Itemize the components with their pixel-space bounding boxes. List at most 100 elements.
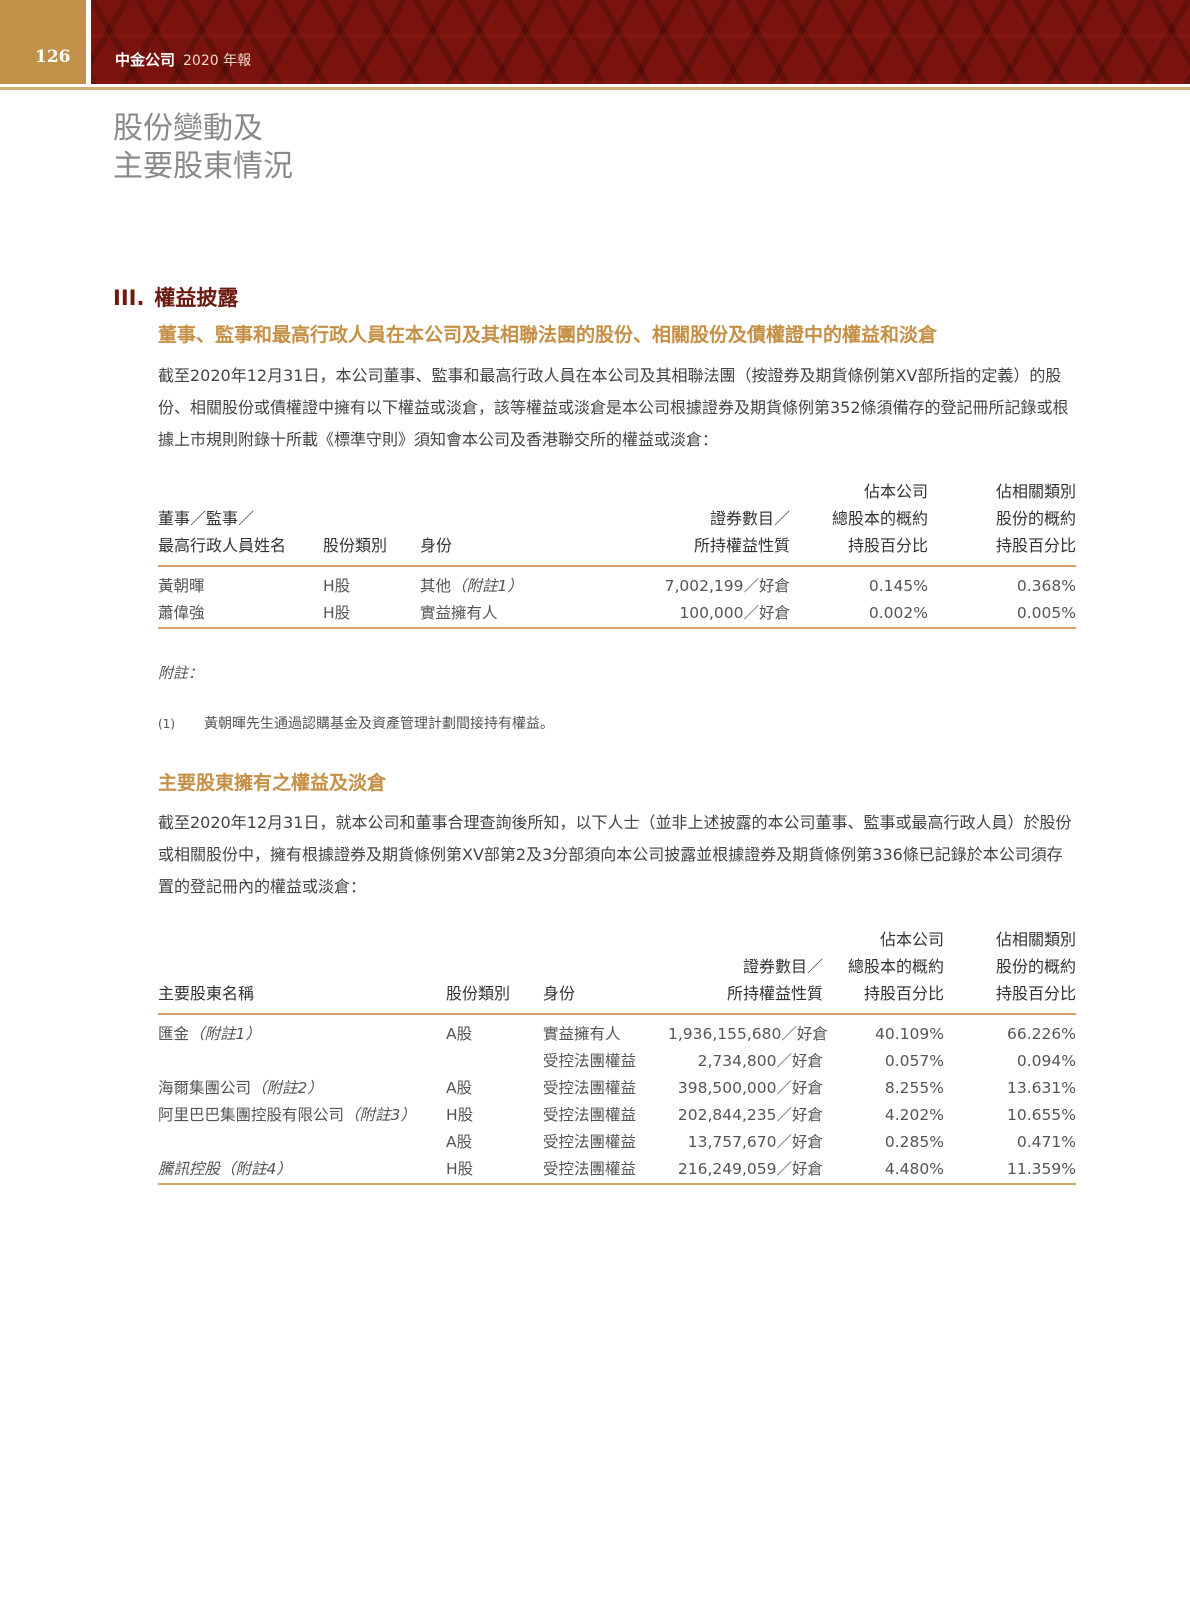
header-pct-class: 股份的概約	[995, 509, 1076, 528]
header-pct-class: 持股百分比	[995, 536, 1076, 555]
header-number: 所持權益性質	[726, 984, 823, 1003]
header-class: 股份類別	[446, 984, 511, 1003]
header-name: 主要股東名稱	[158, 984, 255, 1003]
header-number: 證券數目／	[742, 957, 823, 976]
table-row: A股 受控法團權益 13,757,670／好倉 0.285% 0.471%	[158, 1129, 1076, 1156]
cell-name	[158, 1129, 446, 1156]
header-rule	[0, 87, 1190, 90]
subheading-directors: 董事、監事和最高行政人員在本公司及其相聯法團的股份、相關股份及債權證中的權益和淡…	[158, 324, 938, 346]
cell-name: 黃朝暉	[158, 577, 205, 595]
paragraph-substantial-shareholders: 截至2020年12月31日，就本公司和董事合理查詢後所知，以下人士（並非上述披露…	[158, 813, 1072, 896]
name-text: 騰訊控股	[158, 1160, 221, 1178]
header-pct-class: 股份的概約	[995, 957, 1076, 976]
cell-class: A股	[446, 1133, 473, 1151]
cell-number: 13,757,670／好倉	[687, 1133, 823, 1151]
cell-number: 2,734,800／好倉	[697, 1052, 823, 1070]
cell-pct-class: 0.005%	[1016, 604, 1076, 622]
chapter-title-line: 主要股東情況	[113, 149, 293, 184]
cell-capacity: 受控法團權益	[543, 1052, 637, 1070]
cell-number: 1,936,155,680／好倉	[668, 1025, 828, 1043]
cell-name: 騰訊控股（附註4）	[158, 1156, 446, 1184]
chapter-title: 股份變動及 主要股東情況	[113, 110, 293, 186]
header-pct-class: 佔相關類別	[995, 482, 1076, 501]
header-pct-total: 總股本的概約	[831, 509, 928, 528]
cell-class: H股	[446, 1106, 474, 1124]
cell-name	[158, 1048, 446, 1075]
section-title: 權益披露	[154, 286, 239, 310]
header-pct-class: 佔相關類別	[995, 930, 1076, 949]
cell-pct-total: 0.285%	[884, 1133, 944, 1151]
report-name: 2020 年報	[183, 53, 252, 69]
header-pct-class: 持股百分比	[995, 984, 1076, 1003]
note-ref: （附註4）	[220, 1160, 292, 1178]
section-numeral: III.	[113, 286, 145, 310]
cell-name: 匯金（附註1）	[158, 1014, 446, 1048]
table-row: 受控法團權益 2,734,800／好倉 0.057% 0.094%	[158, 1048, 1076, 1075]
chapter-title-line: 股份變動及	[113, 111, 263, 146]
cell-number: 202,844,235／好倉	[677, 1106, 823, 1124]
cell-name: 蕭偉強	[158, 604, 205, 622]
cell-number: 216,249,059／好倉	[677, 1160, 823, 1178]
cell-capacity: 受控法團權益	[543, 1079, 637, 1097]
table-row: 騰訊控股（附註4） H股 受控法團權益 216,249,059／好倉 4.480% 11.…	[158, 1156, 1076, 1184]
paragraph-directors: 截至2020年12月31日，本公司董事、監事和最高行政人員在本公司及其相聯法團（…	[158, 366, 1069, 449]
header-class: 股份類別	[323, 536, 388, 555]
note-ref: （附註1）	[189, 1025, 261, 1043]
cell-name: 阿里巴巴集團控股有限公司（附註3）	[158, 1102, 446, 1129]
cell-pct-class: 10.655%	[1007, 1106, 1076, 1124]
table-row: 阿里巴巴集團控股有限公司（附註3） H股 受控法團權益 202,844,235／好倉 4…	[158, 1102, 1076, 1129]
cell-number: 7,002,199／好倉	[664, 577, 790, 595]
cell-capacity: 實益擁有人	[543, 1025, 621, 1043]
table-row: 黃朝暉 H股 其他（附註1） 7,002,199／好倉 0.145% 0.368%	[158, 566, 1076, 600]
cell-pct-total: 0.057%	[884, 1052, 944, 1070]
note-ref: （附註3）	[344, 1106, 416, 1124]
cell-class: H股	[323, 577, 351, 595]
page-number-box: 126	[0, 0, 86, 84]
note-ref: （附註2）	[251, 1079, 323, 1097]
cell-pct-total: 4.202%	[884, 1106, 944, 1124]
cell-capacity: 其他（附註1）	[420, 566, 620, 600]
footnote-number: (1)	[158, 717, 175, 731]
cell-pct-total: 4.480%	[884, 1160, 944, 1178]
cell-capacity: 受控法團權益	[543, 1160, 637, 1178]
header-pct-total: 持股百分比	[863, 984, 944, 1003]
name-text: 阿里巴巴集團控股有限公司	[158, 1106, 345, 1124]
header-name: 董事／監事／	[158, 509, 255, 528]
footnote: (1) 黃朝暉先生通過認購基金及資產管理計劃間接持有權益。	[158, 713, 554, 733]
cell-pct-total: 40.109%	[875, 1025, 944, 1043]
cell-pct-class: 11.359%	[1007, 1160, 1076, 1178]
name-text: 匯金	[158, 1025, 190, 1043]
table-row: 匯金（附註1） A股 實益擁有人 1,936,155,680／好倉 40.109% 66.…	[158, 1014, 1076, 1048]
company-name: 中金公司	[115, 51, 176, 69]
substantial-shareholders-table: 佔本公司 佔相關類別 證券數目／ 總股本的概約 股份的概約 主要股東名稱 股份類別 身份 所…	[158, 926, 1076, 1185]
header-pct-total: 佔本公司	[879, 930, 944, 949]
header-pct-total: 持股百分比	[847, 536, 928, 555]
notes-label: 附註：	[158, 664, 204, 682]
cell-pct-class: 0.368%	[1016, 577, 1076, 595]
cell-class: H股	[446, 1160, 474, 1178]
cell-capacity: 受控法團權益	[543, 1133, 637, 1151]
cell-pct-class: 0.471%	[1016, 1133, 1076, 1151]
header-pct-total: 佔本公司	[863, 482, 928, 501]
capacity-text: 實益擁有人	[420, 604, 498, 622]
cell-class: H股	[323, 604, 351, 622]
footnote-text: 黃朝暉先生通過認購基金及資產管理計劃間接持有權益。	[204, 716, 554, 732]
header-number: 所持權益性質	[693, 536, 790, 555]
cell-pct-total: 8.255%	[884, 1079, 944, 1097]
header-name: 最高行政人員姓名	[158, 536, 287, 555]
cell-pct-class: 66.226%	[1007, 1025, 1076, 1043]
header-capacity: 身份	[543, 984, 576, 1003]
cell-name: 海爾集團公司（附註2）	[158, 1075, 446, 1102]
cell-capacity: 實益擁有人	[420, 600, 620, 628]
cell-class	[446, 1048, 543, 1075]
cell-class: A股	[446, 1079, 473, 1097]
divider	[86, 0, 91, 87]
cell-capacity: 受控法團權益	[543, 1106, 637, 1124]
name-text: 海爾集團公司	[158, 1079, 252, 1097]
cell-class: A股	[446, 1025, 473, 1043]
table-row: 海爾集團公司（附註2） A股 受控法團權益 398,500,000／好倉 8.255% 1…	[158, 1075, 1076, 1102]
cell-number: 398,500,000／好倉	[677, 1079, 823, 1097]
note-ref: （附註1）	[451, 577, 523, 595]
directors-interest-table: 佔本公司 佔相關類別 董事／監事／ 證券數目／ 總股本的概約 股份的概約 最高行政人員姓…	[158, 478, 1076, 629]
cell-pct-total: 0.145%	[868, 577, 928, 595]
